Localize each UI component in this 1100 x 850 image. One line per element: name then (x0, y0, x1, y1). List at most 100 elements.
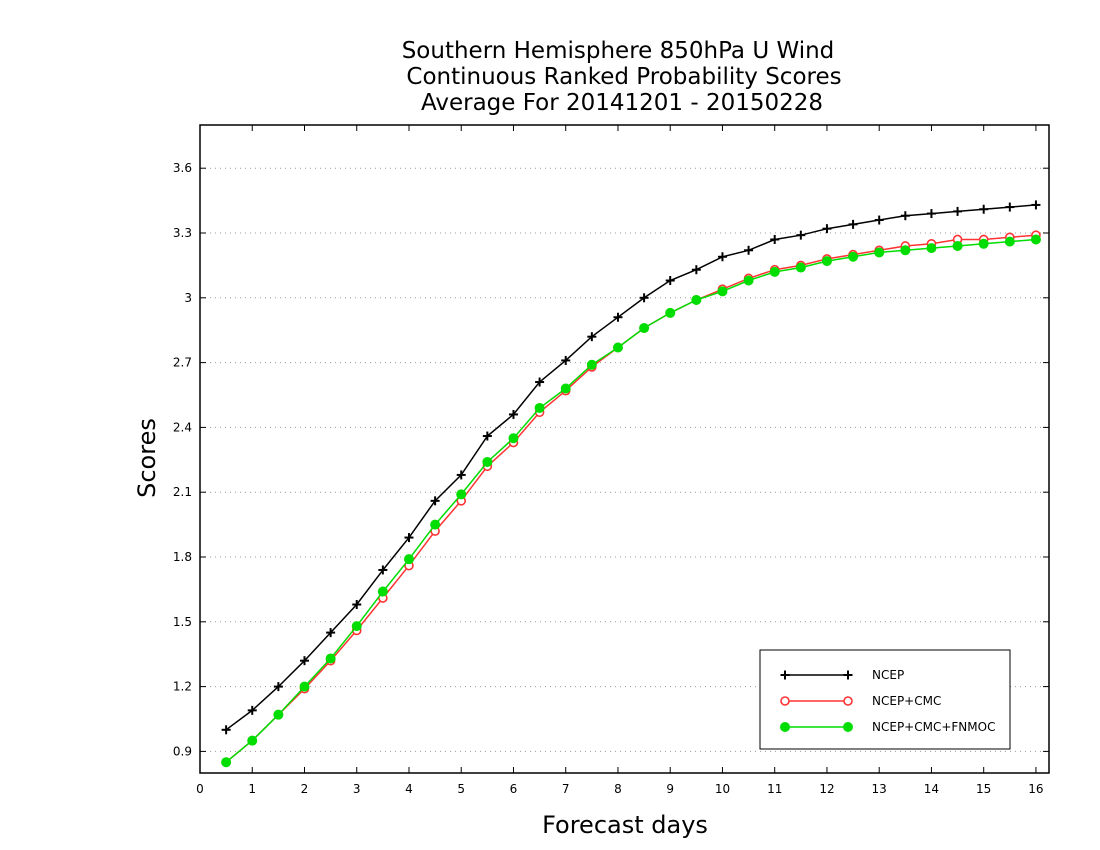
data-point (586, 359, 597, 370)
data-point (717, 286, 728, 297)
data-point (482, 431, 492, 441)
data-point (352, 600, 362, 610)
x-tick-label: 4 (405, 782, 413, 796)
data-point (874, 247, 885, 258)
x-axis-title: Forecast days (542, 811, 708, 839)
x-tick-label: 7 (562, 782, 570, 796)
data-point (900, 245, 911, 256)
legend-label: NCEP+CMC+FNMOC (872, 720, 995, 734)
x-tick-label: 2 (301, 782, 309, 796)
y-tick-label: 0.9 (173, 744, 192, 758)
data-point (221, 757, 232, 768)
x-tick-label: 5 (457, 782, 465, 796)
data-point (430, 496, 440, 506)
chart-title-line-2: Continuous Ranked Probability Scores (406, 64, 841, 90)
y-tick-label: 2.1 (173, 485, 192, 499)
y-tick-label: 3 (184, 291, 192, 305)
x-tick-label: 15 (976, 782, 991, 796)
data-point (535, 377, 545, 387)
data-point (848, 251, 859, 262)
data-point (1031, 200, 1041, 210)
data-point (247, 705, 257, 715)
data-point (560, 383, 571, 394)
legend-item: NCEP+CMC (780, 694, 941, 708)
data-point (639, 323, 650, 334)
data-point (717, 252, 727, 262)
data-point (953, 206, 963, 216)
y-tick-label: 1.2 (173, 680, 192, 694)
data-point (1005, 202, 1015, 212)
data-point (456, 470, 466, 480)
data-point (639, 293, 649, 303)
y-tick-label: 2.7 (173, 356, 192, 370)
axis-ticks: 0.91.21.51.82.12.42.733.33.60 1 2 3 4 5 6 7 8 9 10… (173, 125, 1049, 796)
data-point (299, 681, 310, 692)
y-tick-label: 3.3 (173, 226, 192, 240)
data-point (952, 240, 963, 251)
y-axis-title: Scores (133, 418, 161, 498)
legend-box (759, 649, 1011, 750)
x-tick-label: 14 (924, 782, 939, 796)
data-point (247, 735, 258, 746)
data-point (403, 554, 414, 565)
data-point (508, 409, 518, 419)
data-point (769, 266, 780, 277)
data-point (221, 725, 231, 735)
data-point (273, 709, 284, 720)
legend: NCEP NCEP+CMC NCEP+CMC+FNMOC (759, 649, 1011, 750)
data-point (1030, 234, 1041, 245)
data-point (325, 653, 336, 664)
x-tick-label: 13 (872, 782, 887, 796)
data-point (843, 670, 853, 680)
data-point (377, 586, 388, 597)
data-point (926, 243, 937, 254)
data-point (821, 256, 832, 267)
data-point (404, 533, 414, 543)
data-point (508, 433, 519, 444)
data-point (848, 219, 858, 229)
data-point (770, 234, 780, 244)
data-point (822, 224, 832, 234)
series-lines (221, 200, 1041, 768)
legend-item: NCEP+CMC+FNMOC (780, 720, 995, 734)
x-tick-label: 6 (510, 782, 518, 796)
data-point (273, 682, 283, 692)
data-point (843, 722, 853, 732)
x-tick-label: 16 (1028, 782, 1043, 796)
data-point (843, 696, 853, 706)
data-point (1004, 236, 1015, 247)
data-point (926, 209, 936, 219)
data-point (351, 621, 362, 632)
x-tick-label: 9 (666, 782, 674, 796)
y-tick-label: 2.4 (173, 420, 192, 434)
data-point (780, 670, 790, 680)
x-tick-label: 11 (767, 782, 782, 796)
legend-label: NCEP+CMC (872, 694, 941, 708)
series-ncep (221, 200, 1041, 735)
data-point (744, 245, 754, 255)
x-tick-label: 1 (248, 782, 256, 796)
x-tick-label: 0 (196, 782, 204, 796)
data-point (796, 230, 806, 240)
data-point (691, 294, 702, 305)
data-point (326, 628, 336, 638)
data-point (456, 489, 467, 500)
data-point (743, 275, 754, 286)
series-ncep-cmc-fnmoc (221, 234, 1041, 768)
chart-title-line-1: Southern Hemisphere 850hPa U Wind (402, 38, 835, 64)
legend-item: NCEP (780, 668, 904, 682)
data-point (874, 215, 884, 225)
y-tick-label: 1.8 (173, 550, 192, 564)
x-tick-label: 10 (715, 782, 730, 796)
data-point (978, 238, 989, 249)
plot-area-frame (199, 124, 1050, 774)
data-point (430, 519, 441, 530)
data-point (299, 656, 309, 666)
x-tick-label: 8 (614, 782, 622, 796)
data-point (900, 211, 910, 221)
y-tick-label: 3.6 (173, 161, 192, 175)
data-point (561, 355, 571, 365)
data-point (979, 204, 989, 214)
legend-label: NCEP (872, 668, 904, 682)
